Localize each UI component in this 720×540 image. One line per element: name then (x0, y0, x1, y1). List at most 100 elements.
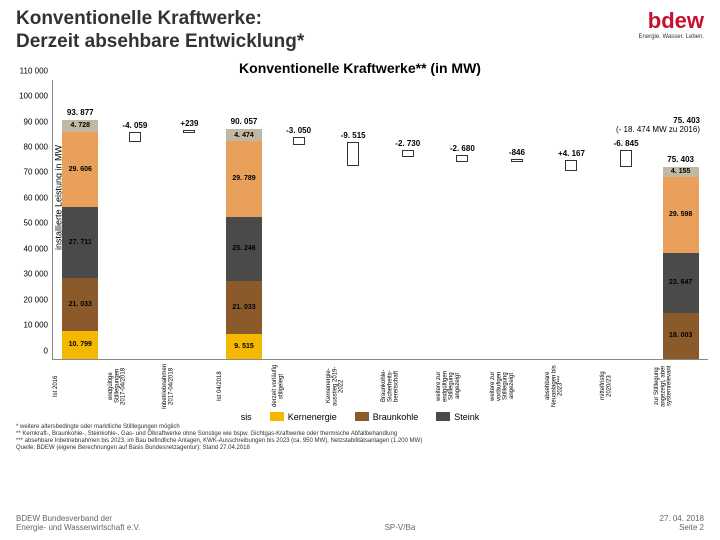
legend-item: Kernenergie (270, 412, 337, 422)
delta-slot: +4. 167 (544, 80, 599, 359)
footer-center: SP-V/Ba (385, 523, 416, 532)
x-label: Kernenergie-ausstieg 2019-2022 (325, 362, 380, 410)
chart-title: Konventionelle Kraftwerke** (in MW) (0, 60, 720, 76)
delta-label: -6. 845 (614, 139, 639, 148)
footer-left: BDEW Bundesverband der Energie- und Wass… (16, 514, 140, 532)
delta-slot: -4. 059 (108, 80, 163, 359)
delta-bar: -2. 730 (402, 150, 414, 157)
delta-label: -9. 515 (341, 131, 366, 140)
footnote-3: *** absehbare Inbetriebnahmen bis 2023, … (16, 438, 704, 445)
legend: sis Kernenergie Braunkohle Steink (0, 412, 720, 422)
y-tick: 70 000 (16, 168, 48, 177)
x-label: endgültige Stilllegungen 2017-04/2018 (107, 362, 162, 410)
delta-bar: +4. 167 (565, 160, 577, 171)
x-label: Braunkohle-Sicherheits-bereitschaft (380, 362, 435, 410)
delta-label: -2. 680 (450, 144, 475, 153)
x-label: weitere zur endgültigen Stilllegung ange… (435, 362, 490, 410)
y-tick: 60 000 (16, 193, 48, 202)
x-labels: Ist 2016endgültige Stilllegungen 2017-04… (52, 362, 708, 410)
bar-segment: 4. 155 (663, 167, 699, 178)
bar-segment: 4. 474 (226, 129, 262, 140)
chart: installierte Leistung in MW 010 00020 00… (52, 80, 708, 410)
delta-slot: -846 (490, 80, 545, 359)
x-label: zur Stilllegung angezeigt, aber systemre… (653, 362, 708, 410)
bar-segment: 29. 789 (226, 141, 262, 217)
delta-label: -3. 050 (286, 126, 311, 135)
legend-swatch (436, 412, 450, 421)
bar-segment: 23. 647 (663, 253, 699, 313)
y-tick: 80 000 (16, 142, 48, 151)
y-tick: 110 000 (16, 66, 48, 75)
bar-segment: 29. 606 (62, 132, 98, 207)
delta-label: +239 (180, 119, 198, 128)
x-label: Ist 04/2018 (216, 362, 271, 410)
delta-slot: -2. 730 (380, 80, 435, 359)
bar-segment: 4. 728 (62, 120, 98, 132)
footnote-2: ** Kernkraft-, Braunkohle-, Steinkohle-,… (16, 431, 704, 438)
legend-label: Braunkohle (373, 412, 419, 422)
x-label: absehbare Neuanlagen bis 2023*** (544, 362, 599, 410)
bar-segment: 18. 003 (663, 313, 699, 359)
page-title: Konventionelle Kraftwerke: Derzeit abseh… (16, 8, 304, 54)
plot-area: 93. 877 4. 72829. 60627. 711 21. 033 10. 79… (52, 80, 708, 360)
legend-label: Kernenergie (288, 412, 337, 422)
y-tick: 10 000 (16, 321, 48, 330)
delta-bar: +239 (183, 130, 195, 133)
delta-bar: -6. 845 (620, 150, 632, 167)
x-label: derzeit vorläufig stillgelegt (271, 362, 326, 410)
title-line2: Derzeit absehbare Entwicklung* (16, 31, 304, 54)
delta-bar: -3. 050 (293, 137, 305, 145)
logo-text: bdew (639, 8, 704, 34)
bar-segment: 27. 711 (62, 207, 98, 278)
bar-total: 93. 877 (67, 108, 94, 117)
bar-total: 75. 403 (667, 155, 694, 164)
delta-bar: -9. 515 (347, 142, 359, 166)
delta-label: -2. 730 (395, 139, 420, 148)
y-tick: 90 000 (16, 117, 48, 126)
bars-container: 93. 877 4. 72829. 60627. 711 21. 033 10. 79… (53, 80, 708, 359)
footer-right: 27. 04. 2018 Seite 2 (660, 514, 704, 532)
delta-slot: -9. 515 (326, 80, 381, 359)
summary-total: 75. 403 (616, 116, 700, 125)
legend-item: Braunkohle (355, 412, 419, 422)
footnote-1: * weitere altersbedingte oder marktliche… (16, 424, 704, 431)
bar-segment: 29. 598 (663, 177, 699, 252)
stacked-bar: 90. 0574. 47429. 78925. 24621. 0339. 515 (226, 129, 262, 358)
legend-item: Steink (436, 412, 479, 422)
bar-segment: 21. 033 (226, 281, 262, 335)
delta-slot: -2. 680 (435, 80, 490, 359)
delta-bar: -4. 059 (129, 132, 141, 142)
delta-bar: -2. 680 (456, 155, 468, 162)
y-tick: 40 000 (16, 244, 48, 253)
stacked-bar: 93. 8774. 72829. 60627. 71121. 03310. 79… (62, 120, 98, 359)
bar-slot: 90. 0574. 47429. 78925. 24621. 0339. 515 (217, 80, 272, 359)
delta-slot: +239 (162, 80, 217, 359)
delta-bar: -846 (511, 159, 523, 162)
summary-note: 75. 403 (- 18. 474 MW zu 2016) (616, 116, 700, 134)
x-label: mittelfristig 2020/23 (599, 362, 654, 410)
logo-tagline: Energie. Wasser. Leben. (639, 34, 704, 40)
delta-label: -4. 059 (122, 121, 147, 130)
title-line1: Konventionelle Kraftwerke: (16, 8, 304, 31)
bar-total: 90. 057 (231, 117, 258, 126)
delta-label: +4. 167 (558, 149, 585, 158)
y-tick: 30 000 (16, 270, 48, 279)
x-label: Ist 2016 (52, 362, 107, 410)
legend-label: Steink (454, 412, 479, 422)
x-label: weitere zur vorläufigen Stilllegung ange… (489, 362, 544, 410)
bar-segment: 10. 799 (62, 331, 98, 358)
footnote-4: Quelle: BDEW (eigene Berechnungen auf Ba… (16, 445, 704, 452)
bar-segment: 25. 246 (226, 217, 262, 281)
bar-slot: 93. 8774. 72829. 60627. 71121. 03310. 79… (53, 80, 108, 359)
delta-label: -846 (509, 148, 525, 157)
summary-delta: (- 18. 474 MW zu 2016) (616, 125, 700, 134)
y-tick: 0 (16, 346, 48, 355)
footer: BDEW Bundesverband der Energie- und Wass… (0, 510, 720, 536)
legend-swatch (355, 412, 369, 421)
legend-fragment: sis (241, 412, 252, 422)
delta-slot: -3. 050 (271, 80, 326, 359)
y-tick: 100 000 (16, 92, 48, 101)
y-tick: 20 000 (16, 295, 48, 304)
y-tick: 50 000 (16, 219, 48, 228)
logo: bdew Energie. Wasser. Leben. (639, 8, 704, 40)
